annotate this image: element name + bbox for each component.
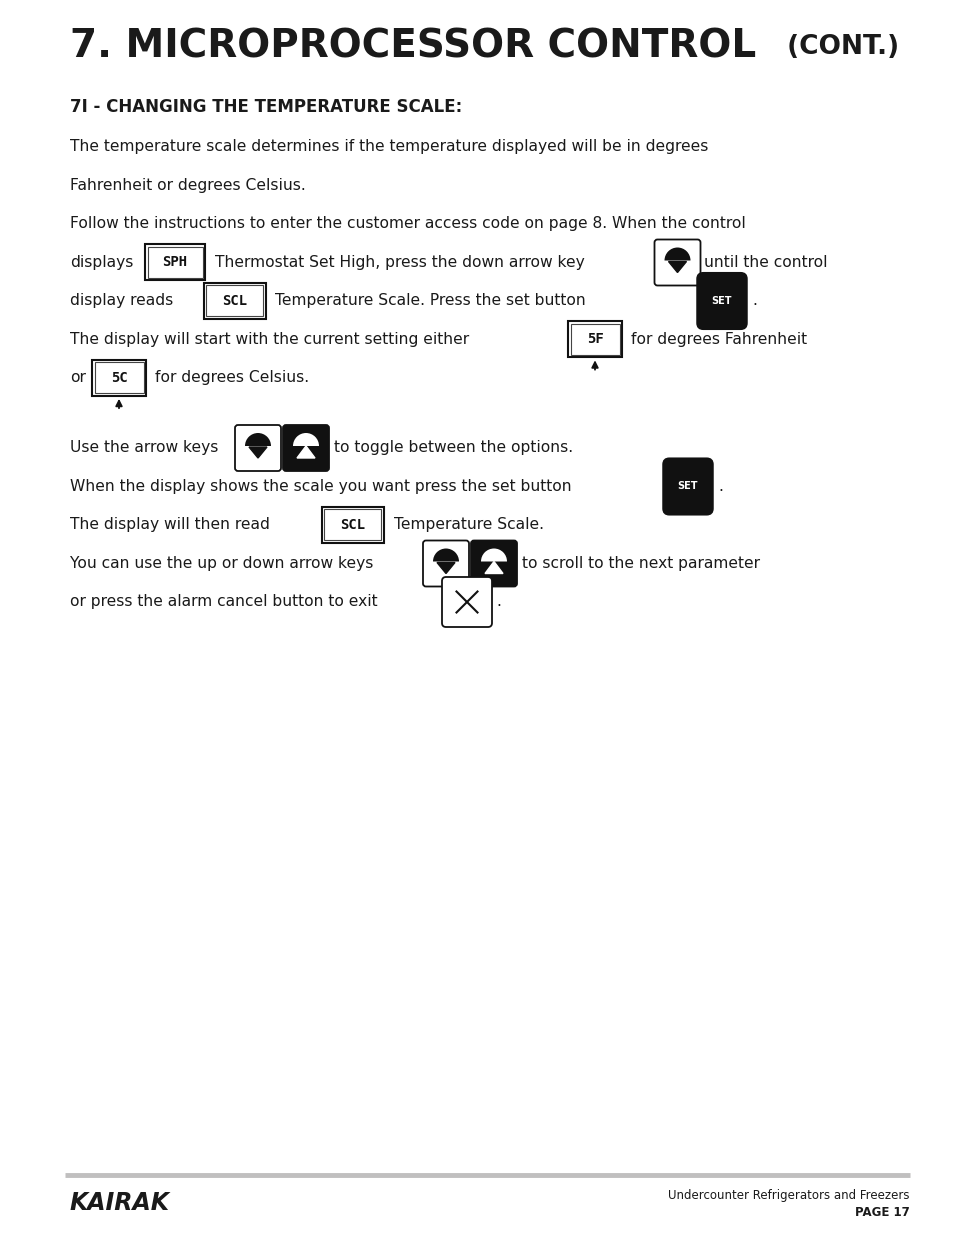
Text: for degrees Celsius.: for degrees Celsius.	[154, 370, 309, 385]
Text: SET: SET	[711, 296, 732, 306]
Text: KAIRAK: KAIRAK	[70, 1191, 170, 1215]
FancyBboxPatch shape	[567, 321, 621, 357]
Text: Thermostat Set High, press the down arrow key: Thermostat Set High, press the down arro…	[214, 254, 584, 270]
Text: Temperature Scale. Press the set button: Temperature Scale. Press the set button	[274, 294, 585, 309]
Wedge shape	[480, 548, 506, 562]
Text: or press the alarm cancel button to exit: or press the alarm cancel button to exit	[70, 594, 377, 610]
FancyBboxPatch shape	[94, 363, 143, 394]
Polygon shape	[296, 446, 314, 458]
Text: to scroll to the next parameter: to scroll to the next parameter	[521, 556, 760, 571]
FancyBboxPatch shape	[570, 324, 618, 354]
FancyBboxPatch shape	[234, 425, 281, 471]
FancyBboxPatch shape	[91, 359, 146, 396]
FancyBboxPatch shape	[654, 240, 700, 285]
FancyBboxPatch shape	[204, 283, 266, 319]
Text: Temperature Scale.: Temperature Scale.	[394, 517, 543, 532]
Text: The temperature scale determines if the temperature displayed will be in degrees: The temperature scale determines if the …	[70, 140, 708, 154]
FancyBboxPatch shape	[322, 508, 384, 543]
Text: SET: SET	[677, 482, 698, 492]
Text: (CONT.): (CONT.)	[778, 35, 898, 61]
FancyBboxPatch shape	[206, 285, 263, 316]
FancyBboxPatch shape	[697, 273, 746, 329]
Text: 7. MICROPROCESSOR CONTROL: 7. MICROPROCESSOR CONTROL	[70, 28, 756, 65]
Polygon shape	[436, 562, 455, 573]
Text: The display will then read: The display will then read	[70, 517, 270, 532]
FancyBboxPatch shape	[662, 458, 712, 515]
Text: display reads: display reads	[70, 294, 173, 309]
Text: 7I - CHANGING THE TEMPERATURE SCALE:: 7I - CHANGING THE TEMPERATURE SCALE:	[70, 98, 462, 116]
Text: or: or	[70, 370, 86, 385]
FancyBboxPatch shape	[471, 541, 517, 587]
Text: .: .	[751, 294, 756, 309]
Text: 5C: 5C	[111, 370, 128, 385]
Text: displays: displays	[70, 254, 133, 270]
Wedge shape	[433, 548, 458, 562]
FancyBboxPatch shape	[324, 510, 381, 541]
Wedge shape	[664, 247, 690, 261]
Text: Fahrenheit or degrees Celsius.: Fahrenheit or degrees Celsius.	[70, 178, 305, 193]
Polygon shape	[668, 262, 686, 273]
Text: PAGE 17: PAGE 17	[854, 1207, 909, 1219]
Text: SCL: SCL	[222, 294, 247, 308]
Text: The display will start with the current setting either: The display will start with the current …	[70, 332, 469, 347]
FancyBboxPatch shape	[441, 577, 492, 627]
Text: SCL: SCL	[340, 517, 365, 532]
Text: until the control: until the control	[703, 254, 827, 270]
Text: You can use the up or down arrow keys: You can use the up or down arrow keys	[70, 556, 373, 571]
Text: Follow the instructions to enter the customer access code on page 8. When the co: Follow the instructions to enter the cus…	[70, 216, 745, 231]
Wedge shape	[245, 433, 271, 446]
Text: Use the arrow keys: Use the arrow keys	[70, 441, 218, 456]
Text: SPH: SPH	[162, 256, 188, 269]
Wedge shape	[293, 433, 318, 446]
Text: 5F: 5F	[586, 332, 602, 347]
FancyBboxPatch shape	[145, 245, 205, 280]
Text: to toggle between the options.: to toggle between the options.	[334, 441, 573, 456]
Text: When the display shows the scale you want press the set button: When the display shows the scale you wan…	[70, 479, 571, 494]
Text: Undercounter Refrigerators and Freezers: Undercounter Refrigerators and Freezers	[668, 1188, 909, 1202]
Text: for degrees Fahrenheit: for degrees Fahrenheit	[630, 332, 806, 347]
Text: .: .	[496, 594, 500, 610]
FancyBboxPatch shape	[283, 425, 329, 471]
FancyBboxPatch shape	[148, 247, 202, 278]
Text: .: .	[718, 479, 722, 494]
FancyBboxPatch shape	[422, 541, 469, 587]
Polygon shape	[484, 562, 502, 573]
Polygon shape	[249, 447, 267, 458]
